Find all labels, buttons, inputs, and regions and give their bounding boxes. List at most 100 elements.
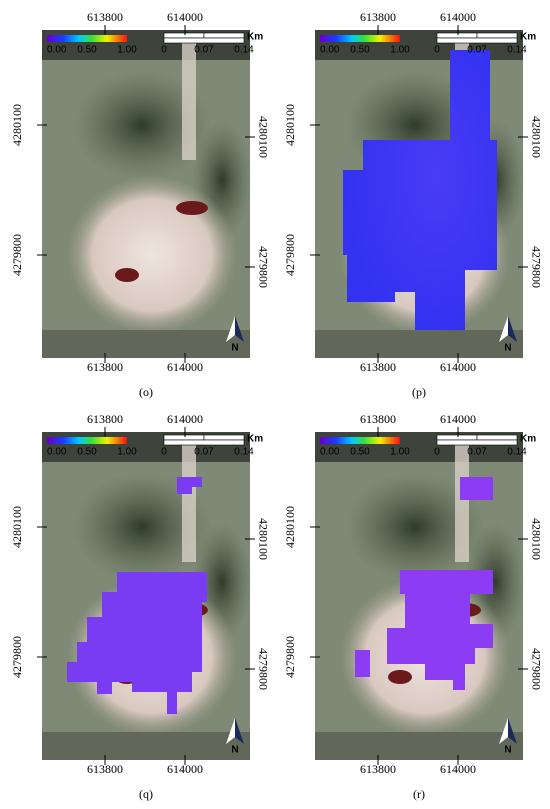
colorbar-label: 1.00 <box>117 447 137 458</box>
y-tick-label: 4280100 <box>256 518 270 560</box>
scale-label: 0.07 <box>194 45 214 56</box>
scale-bar <box>163 434 205 441</box>
north-arrow <box>226 718 235 744</box>
y-tick-label: 4279800 <box>283 234 297 276</box>
x-tick-label: 613800 <box>87 412 123 426</box>
overlay <box>355 650 370 677</box>
north-arrow <box>499 316 508 342</box>
y-tick-label: 4279800 <box>529 246 543 288</box>
pit <box>115 268 139 282</box>
panel-caption: (q) <box>139 787 153 801</box>
y-tick-label: 4280100 <box>283 506 297 548</box>
scale-label: 0 <box>434 45 440 56</box>
road <box>455 442 469 562</box>
north-label: N <box>504 343 511 354</box>
scale-bar <box>203 434 245 441</box>
bare-ground <box>67 175 237 335</box>
colorbar-label: 0.00 <box>320 447 340 458</box>
pit <box>176 201 208 215</box>
x-tick-label: 614000 <box>167 412 203 426</box>
pit <box>388 670 412 684</box>
overlay <box>387 570 493 690</box>
scale-label: 0.14 <box>507 447 527 458</box>
y-tick-label: 4279800 <box>10 234 24 276</box>
scale-bar <box>436 32 478 39</box>
scale-label: 0.07 <box>194 447 214 458</box>
colorbar <box>47 35 127 42</box>
x-tick-label: 614000 <box>167 10 203 24</box>
x-tick-label: 613800 <box>87 10 123 24</box>
colorbar-label: 1.00 <box>390 45 410 56</box>
map-panel: 0.00 0.50 1.00 0 0.07 0.14 Km N 613800 613800 6140… <box>10 412 271 801</box>
scale-label: 0.14 <box>234 45 254 56</box>
panel-caption: (p) <box>412 385 426 399</box>
vegetation <box>72 70 212 180</box>
y-tick-label: 4280100 <box>10 104 24 146</box>
colorbar-label: 0.50 <box>77 45 97 56</box>
y-tick-label: 4279800 <box>256 246 270 288</box>
x-tick-label: 613800 <box>360 10 396 24</box>
y-tick-label: 4280100 <box>10 506 24 548</box>
road <box>182 442 196 562</box>
north-arrow <box>235 718 244 744</box>
overlay <box>67 572 207 714</box>
scale-bar <box>163 37 245 44</box>
scale-label: 0.07 <box>467 45 487 56</box>
colorbar-label: 0.00 <box>47 447 67 458</box>
colorbar-label: 1.00 <box>390 447 410 458</box>
vegetation <box>345 472 485 582</box>
scale-label: 0.14 <box>234 447 254 458</box>
north-arrow <box>508 718 517 744</box>
north-arrow <box>508 316 517 342</box>
scale-bar <box>436 439 518 446</box>
colorbar-label: 1.00 <box>117 45 137 56</box>
scale-unit: Km <box>247 32 263 43</box>
scale-unit: Km <box>520 434 536 445</box>
y-tick-label: 4279800 <box>10 636 24 678</box>
overlay <box>460 477 493 500</box>
x-tick-label: 613800 <box>360 412 396 426</box>
scale-label: 0.14 <box>507 45 527 56</box>
x-tick-label: 613800 <box>87 360 123 374</box>
map-panel: 0.00 0.50 1.00 0 0.07 0.14 Km N 613800 613800 6140… <box>283 412 544 801</box>
map-panel: 0.00 0.50 1.00 0 0.07 0.14 Km N 613800 613800 6140… <box>10 10 271 399</box>
north-arrow <box>226 316 235 342</box>
scale-bar <box>476 32 518 39</box>
x-tick-label: 613800 <box>360 762 396 776</box>
x-tick-label: 614000 <box>167 762 203 776</box>
x-tick-label: 614000 <box>440 360 476 374</box>
shadow <box>42 732 250 760</box>
panel-caption: (r) <box>413 787 425 801</box>
scale-label: 0.07 <box>467 447 487 458</box>
y-tick-label: 4280100 <box>256 116 270 158</box>
shadow <box>315 330 523 358</box>
overlay <box>343 50 497 330</box>
y-tick-label: 4280100 <box>529 518 543 560</box>
scale-unit: Km <box>247 434 263 445</box>
colorbar-label: 0.00 <box>320 45 340 56</box>
scale-bar <box>163 439 245 446</box>
scale-label: 0 <box>161 447 167 458</box>
colorbar <box>320 35 400 42</box>
x-tick-label: 614000 <box>440 412 476 426</box>
scale-label: 0 <box>434 447 440 458</box>
colorbar <box>320 437 400 444</box>
shadow <box>42 330 250 358</box>
y-tick-label: 4280100 <box>283 104 297 146</box>
scale-bar <box>476 434 518 441</box>
north-arrow <box>499 718 508 744</box>
north-arrow <box>235 316 244 342</box>
colorbar-label: 0.50 <box>77 447 97 458</box>
north-label: N <box>231 343 238 354</box>
scale-bar <box>203 32 245 39</box>
vegetation <box>72 472 212 582</box>
colorbar-label: 0.50 <box>350 45 370 56</box>
x-tick-label: 614000 <box>167 360 203 374</box>
x-tick-label: 614000 <box>440 10 476 24</box>
colorbar-label: 0.00 <box>47 45 67 56</box>
y-tick-label: 4279800 <box>529 648 543 690</box>
shadow <box>315 732 523 760</box>
north-label: N <box>504 745 511 756</box>
